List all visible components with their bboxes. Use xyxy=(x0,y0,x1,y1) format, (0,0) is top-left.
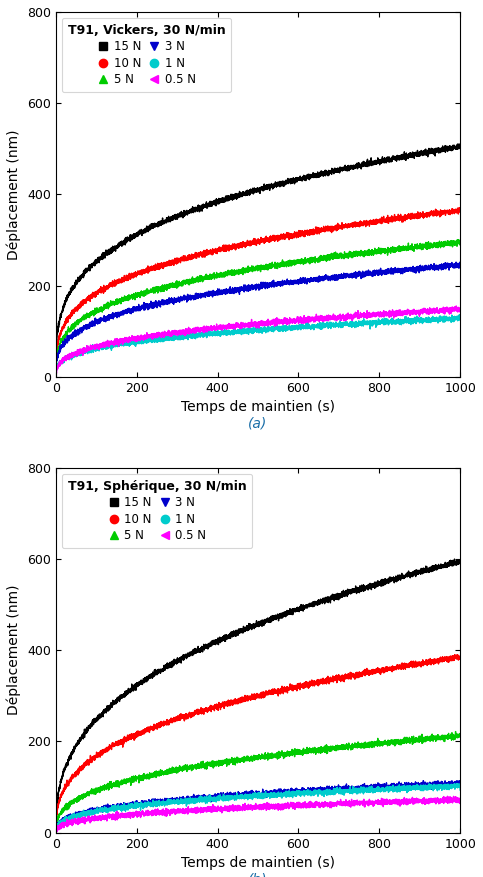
Legend: 15 N, 10 N, 5 N, 3 N, 1 N, 0.5 N: 15 N, 10 N, 5 N, 3 N, 1 N, 0.5 N xyxy=(62,474,252,548)
Text: (b): (b) xyxy=(248,872,268,877)
Legend: 15 N, 10 N, 5 N, 3 N, 1 N, 0.5 N: 15 N, 10 N, 5 N, 3 N, 1 N, 0.5 N xyxy=(62,18,231,92)
X-axis label: Temps de maintien (s): Temps de maintien (s) xyxy=(181,400,335,414)
X-axis label: Temps de maintien (s): Temps de maintien (s) xyxy=(181,856,335,870)
Y-axis label: Déplacement (nm): Déplacement (nm) xyxy=(7,129,21,260)
Text: (a): (a) xyxy=(248,417,268,431)
Y-axis label: Déplacement (nm): Déplacement (nm) xyxy=(7,585,21,716)
